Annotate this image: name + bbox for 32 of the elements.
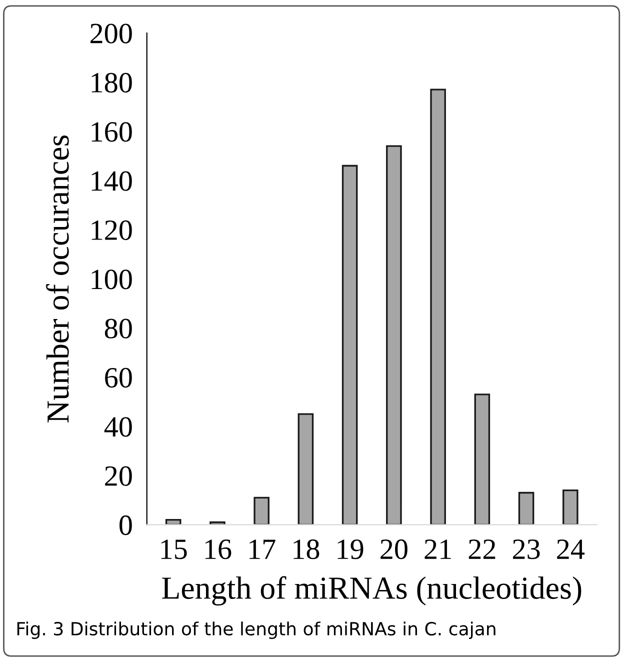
- bar: [430, 88, 446, 525]
- y-tick-label: 180: [92, 72, 132, 93]
- caption: Fig. 3 Distribution of the length of miRNAs in C. cajan: [17, 622, 496, 640]
- bar: [386, 145, 402, 525]
- y-tick-label: 200: [90, 24, 132, 44]
- y-tick-label: 40: [104, 417, 132, 437]
- x-tick-label: 20: [380, 539, 408, 560]
- y-tick-label: 80: [104, 318, 132, 338]
- bar: [254, 496, 270, 525]
- x-tick-label: 24: [557, 540, 585, 559]
- y-tick-label: 0: [120, 515, 132, 536]
- x-tick-label: 18: [294, 539, 320, 560]
- bar: [342, 164, 358, 525]
- y-tick-label: 140: [92, 171, 132, 191]
- x-tick-label: 23: [512, 540, 540, 560]
- y-tick-label: 100: [92, 270, 132, 290]
- y-tick-label: 160: [92, 122, 132, 142]
- x-tick-label: 15: [161, 540, 187, 560]
- y-tick-label: 60: [105, 368, 132, 388]
- bar: [562, 489, 578, 525]
- x-tick-label: 21: [424, 540, 451, 559]
- x-axis-title: Length of miRNAs (nucleotides): [162, 576, 582, 606]
- y-tick-label: 120: [92, 220, 132, 240]
- bar: [298, 413, 314, 525]
- x-tick-label: 17: [250, 540, 276, 559]
- bar: [474, 394, 490, 525]
- x-tick-label: 19: [338, 540, 364, 560]
- bar: [518, 492, 534, 525]
- x-tick-label: 22: [468, 540, 496, 559]
- x-tick-label: 16: [205, 540, 232, 560]
- y-axis-title: Number of occurances: [46, 135, 69, 423]
- y-tick-label: 20: [105, 466, 132, 486]
